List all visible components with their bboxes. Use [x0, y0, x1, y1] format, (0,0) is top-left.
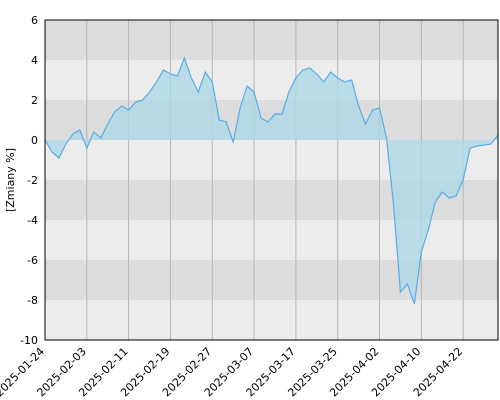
y-tick-label: -2: [27, 174, 38, 187]
y-tick-label: 6: [31, 14, 38, 27]
y-tick-label: 0: [31, 134, 38, 147]
background-band: [45, 300, 498, 340]
area: [45, 58, 498, 304]
y-axis-label: [Zmiany %]: [4, 148, 17, 212]
background-band: [45, 260, 498, 300]
y-tick-label: 2: [31, 94, 38, 107]
y-tick-label: -8: [27, 294, 38, 307]
y-tick-label: -6: [27, 254, 38, 267]
y-tick-label: 4: [31, 54, 38, 67]
background-band: [45, 220, 498, 260]
y-tick-label: -4: [27, 214, 38, 227]
y-tick-label: -10: [20, 334, 38, 347]
background-band: [45, 20, 498, 60]
plot-frame: [44, 19, 499, 341]
background-band: [45, 60, 498, 100]
line: [44, 56, 499, 305]
